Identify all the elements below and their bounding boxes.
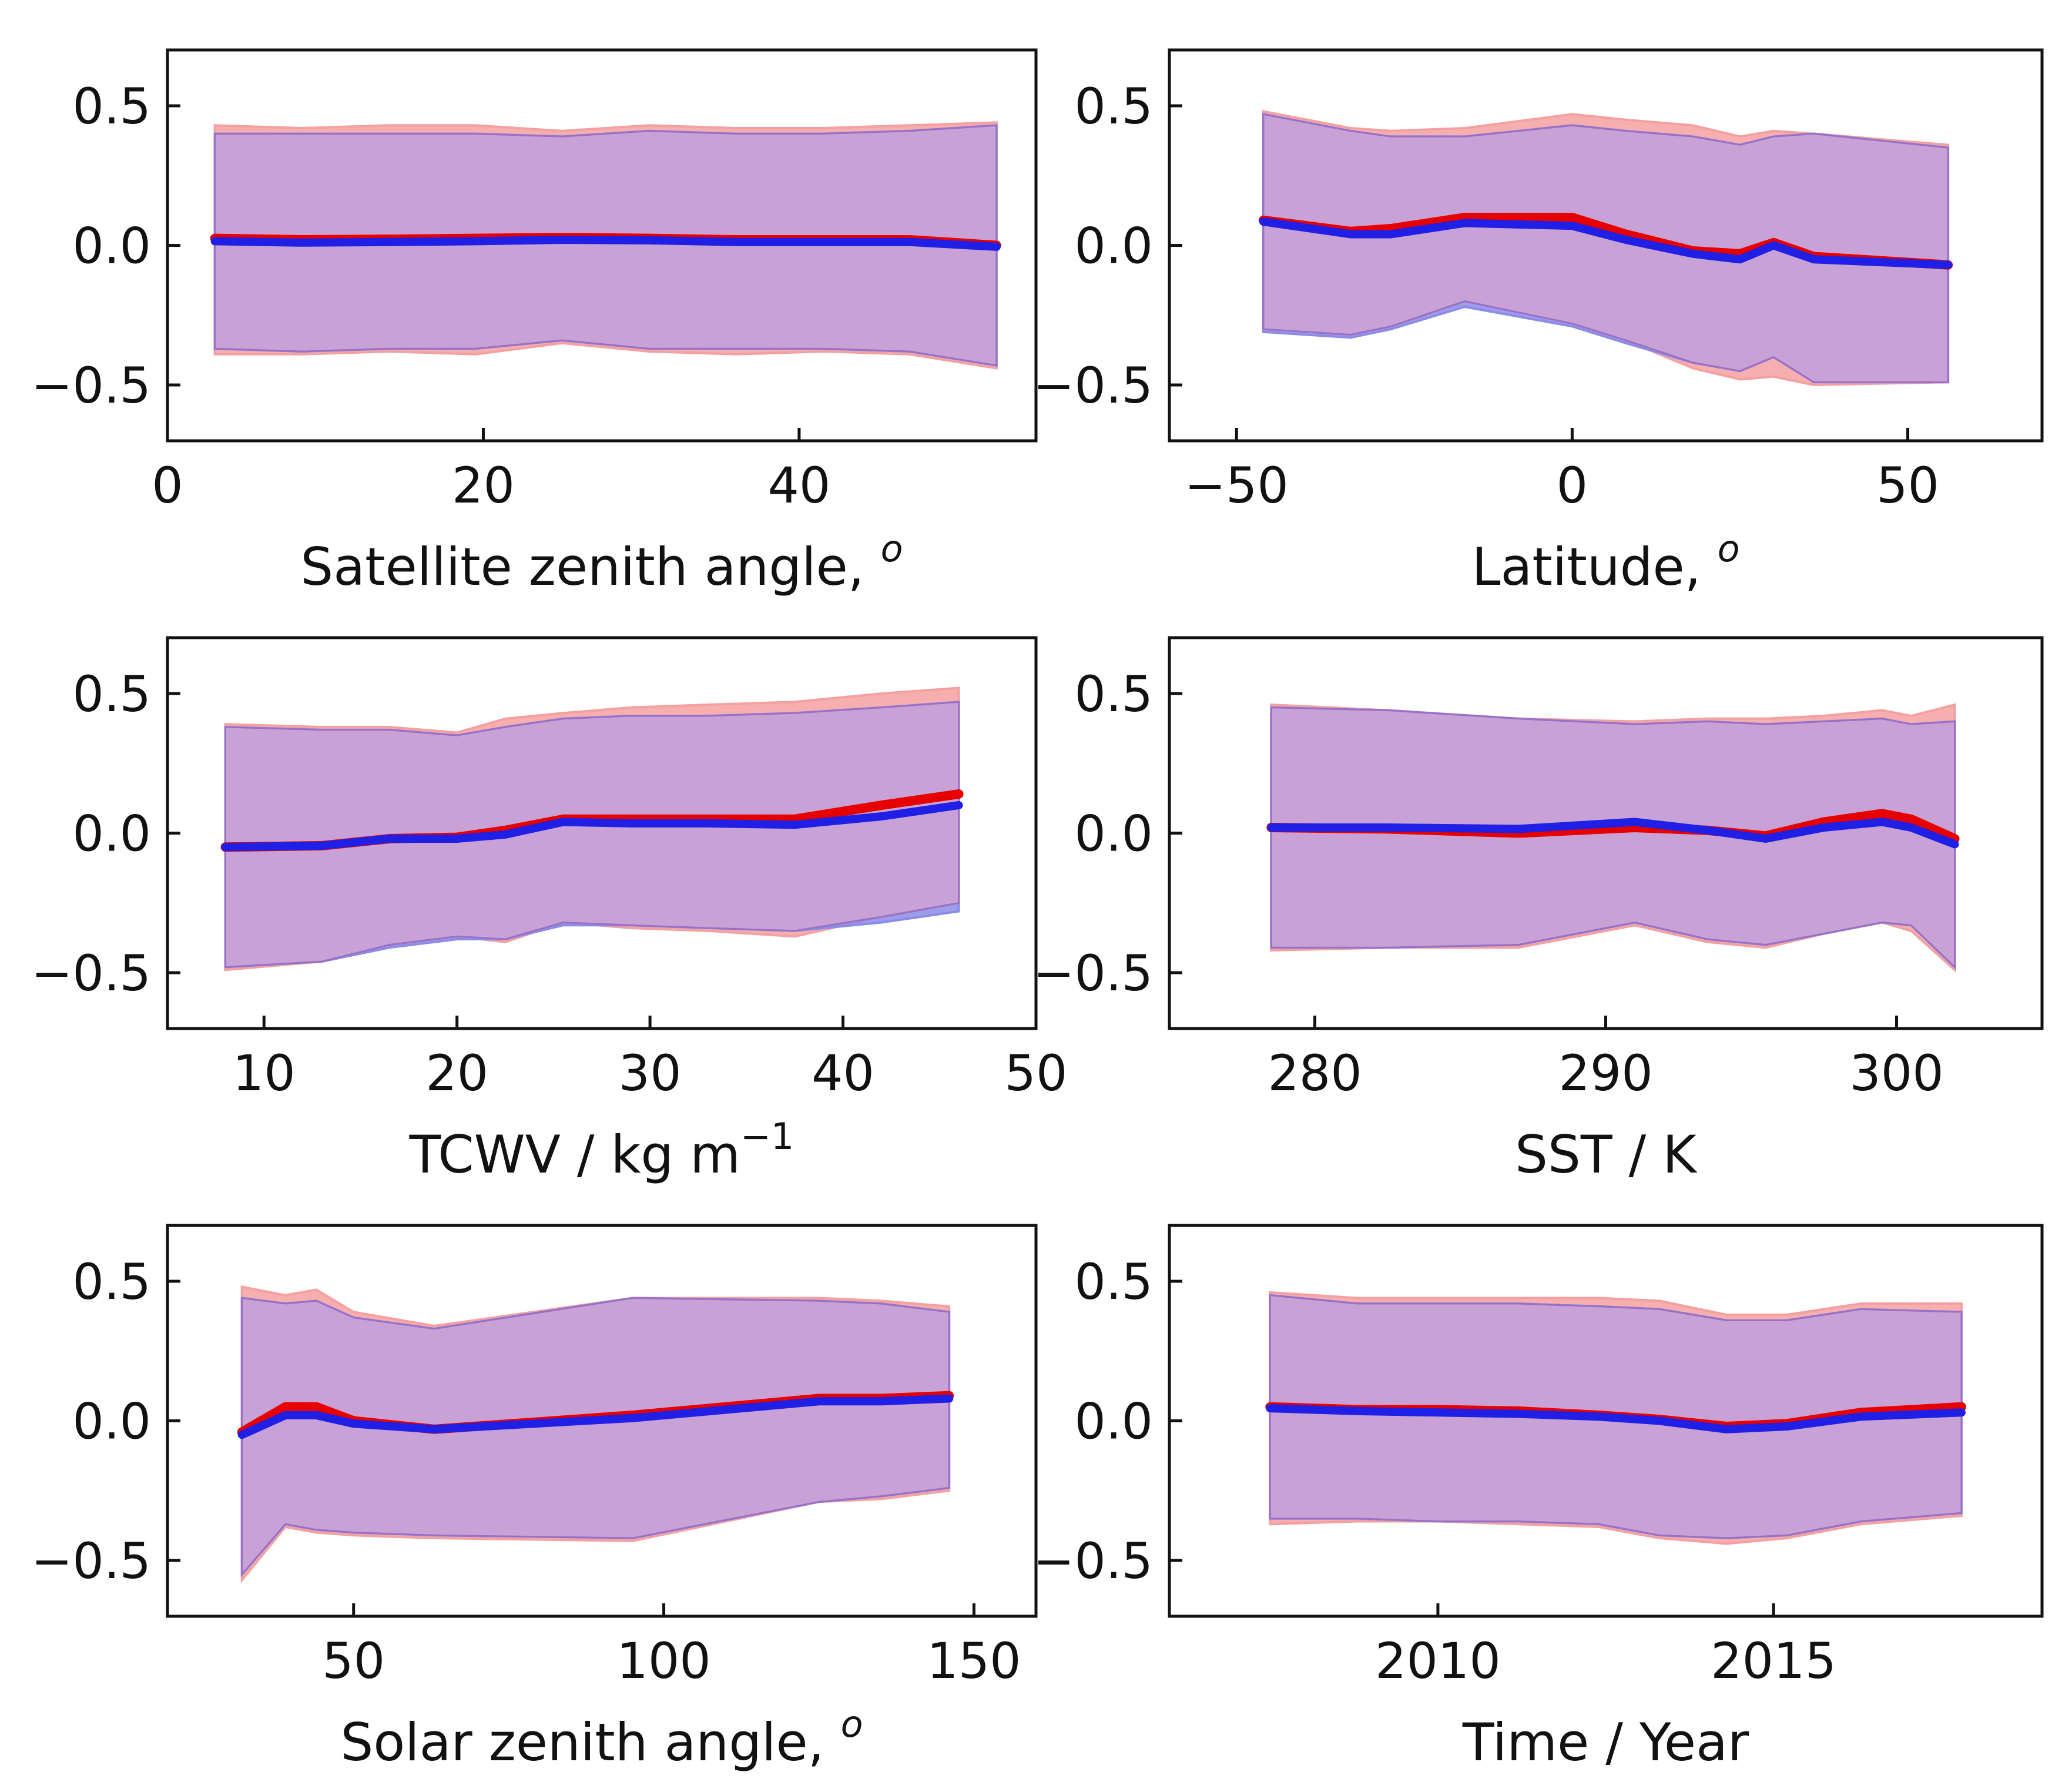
blue-mean-line	[1267, 818, 1959, 849]
overlap-range-band	[214, 124, 998, 367]
x-axis-label-superscript: o	[881, 527, 903, 570]
panel-3: −0.5 0.0 0.5 10 20 30 40 50 TCWV / kg m−1	[31, 636, 1068, 1185]
x-tick-label: 30	[619, 1044, 682, 1102]
blue-mean-line	[1259, 217, 1953, 269]
x-axis-label: Satellite zenith angle, o	[300, 527, 903, 597]
x-axis-label-superscript: −1	[740, 1115, 794, 1158]
y-tick-label: −0.5	[1033, 944, 1153, 1002]
panel-5: −0.5 0.0 0.5 50 100 150 Solar zenith angle, o	[31, 1224, 1038, 1773]
overlap-range-band	[1270, 706, 1956, 970]
y-tick-label: −0.5	[31, 357, 151, 414]
y-tick-label: 0.5	[72, 1253, 151, 1311]
blue-mean-line	[210, 236, 1001, 251]
x-tick-label: 20	[452, 457, 515, 514]
panel-6: −0.5 0.0 0.5 2010 2015 Time / Year	[1033, 1224, 2044, 1773]
x-axis-label: Latitude, o	[1471, 527, 1739, 597]
blue-mean-line	[221, 801, 963, 852]
y-tick-label: 0.5	[72, 665, 151, 723]
x-tick-label: 20	[425, 1044, 488, 1102]
y-tick-label: 0.5	[1074, 78, 1153, 135]
x-axis-label-superscript: o	[1718, 527, 1740, 570]
x-axis-label: SST / K	[1515, 1124, 1698, 1185]
y-tick-label: 0.5	[72, 78, 151, 135]
x-tick-label: 290	[1558, 1044, 1652, 1102]
panel-2: −0.5 0.0 0.5 −50 0 50 Latitude, o	[1033, 48, 2044, 597]
x-tick-label: 280	[1268, 1044, 1362, 1102]
x-tick-label: 100	[616, 1632, 710, 1690]
blue-mean-line	[237, 1394, 954, 1439]
x-tick-label: 300	[1849, 1044, 1943, 1102]
x-tick-label: 2010	[1375, 1632, 1501, 1690]
x-tick-label: 0	[152, 457, 183, 514]
x-tick-label: 0	[1557, 457, 1588, 514]
overlap-range-band	[1262, 113, 1949, 383]
y-tick-label: −0.5	[31, 1532, 151, 1590]
y-tick-label: −0.5	[1033, 1532, 1153, 1590]
x-axis-label: Solar zenith angle, o	[340, 1703, 863, 1773]
y-tick-label: −0.5	[1033, 357, 1153, 414]
blue-mean-line	[1266, 1404, 1966, 1433]
y-tick-label: 0.0	[72, 1393, 151, 1451]
x-tick-label: 40	[812, 1044, 874, 1102]
x-tick-label: −50	[1185, 457, 1289, 514]
y-tick-label: 0.0	[1074, 217, 1153, 275]
y-tick-label: 0.0	[72, 805, 151, 863]
x-tick-label: 40	[767, 457, 830, 514]
y-tick-label: 0.0	[72, 217, 151, 275]
x-tick-label: 50	[1005, 1044, 1068, 1102]
y-tick-label: −0.5	[31, 944, 151, 1002]
x-axis-label: Time / Year	[1462, 1712, 1749, 1773]
x-axis-label: TCWV / kg m−1	[409, 1115, 794, 1185]
x-axis-label-superscript: o	[841, 1703, 863, 1746]
panel-4: −0.5 0.0 0.5 280 290 300 SST / K	[1033, 636, 2044, 1185]
x-tick-label: 10	[233, 1044, 296, 1102]
panel-1: −0.5 0.0 0.5 0 20 40 Satellite zenith angle, o	[31, 48, 1038, 597]
y-tick-label: 0.5	[1074, 665, 1153, 723]
x-tick-label: 2015	[1711, 1632, 1836, 1690]
overlap-range-band	[224, 701, 960, 969]
overlap-range-band	[241, 1297, 950, 1577]
x-tick-label: 50	[1876, 457, 1939, 514]
y-tick-label: 0.0	[1074, 805, 1153, 863]
x-tick-label: 150	[927, 1632, 1021, 1690]
y-tick-label: 0.5	[1074, 1253, 1153, 1311]
x-tick-label: 50	[322, 1632, 385, 1690]
y-tick-label: 0.0	[1074, 1393, 1153, 1451]
